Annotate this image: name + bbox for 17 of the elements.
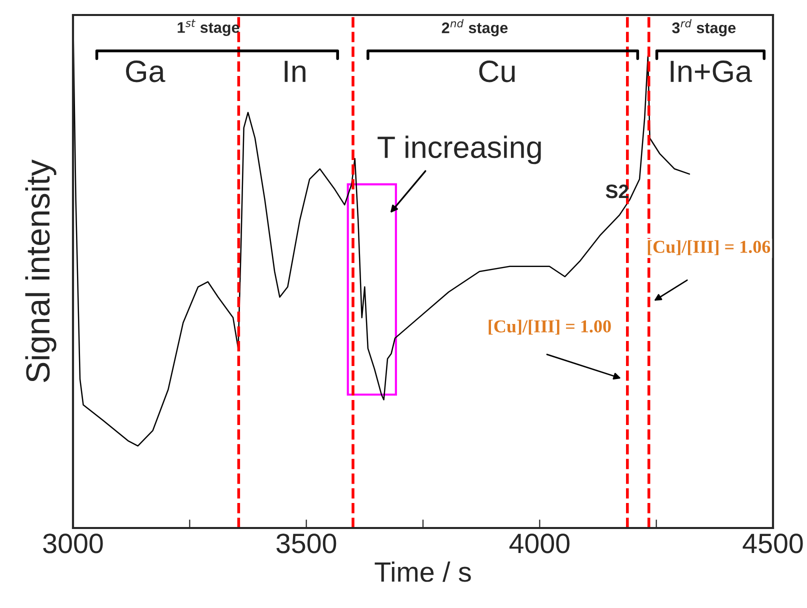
annotation: S2 <box>606 184 628 198</box>
annotation: 1$^{st}$ stage <box>178 19 240 36</box>
x-tick-label: 4500 <box>742 534 803 554</box>
annotation: In+Ga <box>670 60 752 82</box>
annotation: 2$^{nd}$ stage <box>442 19 508 36</box>
annotation: [Cu]/[III] = 1.00 <box>488 320 611 335</box>
annotation: In <box>284 60 306 82</box>
y-axis-title: Signal intensity <box>25 159 56 382</box>
annotation: T increasing <box>378 136 541 164</box>
x-tick-label: 4000 <box>509 534 570 554</box>
x-tick-label: 3500 <box>276 534 336 554</box>
annotation: [Cu]/[III] = 1.06 <box>648 240 770 256</box>
annotation: Cu <box>479 60 515 82</box>
annotation: 3$^{rd}$ stage <box>672 19 736 36</box>
x-axis-title: Time / s <box>374 562 471 582</box>
x-tick-label: 3000 <box>43 534 103 554</box>
annotation: Ga <box>126 60 166 82</box>
